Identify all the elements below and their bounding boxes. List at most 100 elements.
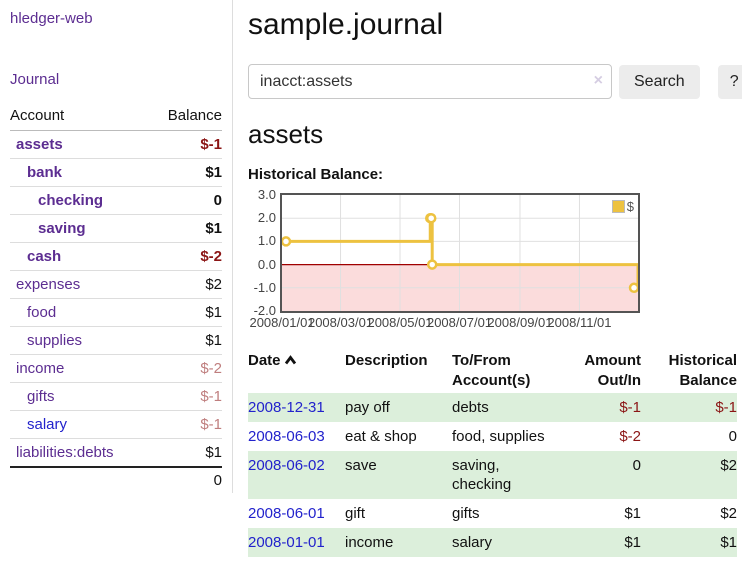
account-row: gifts $-1 <box>10 382 222 411</box>
accounts-total-row: 0 <box>10 466 222 493</box>
transaction-date-link[interactable]: 2008-01-01 <box>248 534 325 551</box>
register-header-balance: Historical Balance <box>668 352 737 389</box>
search-button[interactable]: Search <box>619 64 700 99</box>
main-content: sample.journal × Search ? assets Histori… <box>233 0 742 557</box>
account-link[interactable]: liabilities:debts <box>16 444 114 461</box>
account-link[interactable]: salary <box>27 416 68 433</box>
account-balance: $-1 <box>200 136 222 153</box>
chart-plot-area[interactable]: $ <box>280 193 640 313</box>
account-balance: $1 <box>205 444 222 461</box>
account-link[interactable]: income <box>16 360 65 377</box>
accounts-header-balance: Balance <box>149 102 222 131</box>
account-balance: $1 <box>205 332 222 349</box>
page-title: sample.journal <box>248 8 444 41</box>
account-balance: $1 <box>205 304 222 321</box>
transaction-balance: $-1 <box>715 399 737 416</box>
transaction-row[interactable]: 2008-12-31 pay off debts $-1 $-1 <box>248 393 737 422</box>
transaction-date-link[interactable]: 2008-06-03 <box>248 428 325 445</box>
transaction-accounts: gifts <box>452 505 480 522</box>
transaction-date-link[interactable]: 2008-06-02 <box>248 457 325 474</box>
transaction-row[interactable]: 2008-06-01 gift gifts $1 $2 <box>248 499 737 528</box>
x-tick-label: 2008/11/01 <box>547 315 612 330</box>
x-tick-label: 2008/09/01 <box>487 315 553 330</box>
account-row: bank $1 <box>10 158 222 187</box>
sidebar-item-journal[interactable]: Journal <box>10 71 60 88</box>
transaction-description: income <box>345 534 394 551</box>
x-tick-label: 2008/07/01 <box>426 315 493 330</box>
transaction-amount: $-2 <box>619 428 641 445</box>
account-link[interactable]: checking <box>38 192 104 209</box>
sort-ascending-icon <box>284 355 296 365</box>
register-header-date[interactable]: Date <box>248 349 345 393</box>
account-link[interactable]: expenses <box>16 276 81 293</box>
transaction-balance: 0 <box>728 428 737 445</box>
transaction-amount: $1 <box>624 505 641 522</box>
account-balance: $-2 <box>200 360 222 377</box>
sidebar: hledger-web Journal Account Balance asse… <box>0 0 233 493</box>
account-row: expenses $2 <box>10 270 222 299</box>
y-tick-label: -2.0 <box>253 303 276 318</box>
transaction-balance: $1 <box>720 534 737 551</box>
app-window: hledger-web Journal Account Balance asse… <box>0 0 742 557</box>
account-row: supplies $1 <box>10 326 222 355</box>
account-row: assets $-1 <box>10 131 222 159</box>
register-table: Date Description To/From Account(s) Amou… <box>248 349 737 557</box>
chart-title: Historical Balance: <box>248 166 384 183</box>
accounts-total-value: 0 <box>149 466 222 493</box>
transaction-date-link[interactable]: 2008-12-31 <box>248 399 325 416</box>
transaction-row[interactable]: 2008-06-03 eat & shop food, supplies $-2 0 <box>248 422 737 451</box>
account-link[interactable]: gifts <box>27 388 55 405</box>
transaction-accounts: salary <box>452 534 493 551</box>
chart-x-axis: 2008/01/01 2008/03/01 2008/05/01 2008/07/01… <box>249 315 640 335</box>
search-bar: × Search ? <box>248 64 742 99</box>
account-balance: $1 <box>205 220 222 237</box>
search-input[interactable] <box>248 64 612 99</box>
account-row: saving $1 <box>10 214 222 243</box>
transaction-amount: $1 <box>624 534 641 551</box>
register-header-amount: Amount Out/In <box>584 352 641 389</box>
account-balance: 0 <box>213 192 222 209</box>
transaction-description: pay off <box>345 399 390 416</box>
account-row: cash $-2 <box>10 242 222 271</box>
x-tick-label: 2008/03/01 <box>307 315 374 330</box>
account-link[interactable]: cash <box>27 248 62 265</box>
y-tick-label: -1.0 <box>253 279 276 295</box>
transaction-accounts: food, supplies <box>452 428 545 445</box>
transaction-balance: $2 <box>720 457 737 474</box>
x-tick-label: 2008/05/01 <box>367 315 433 330</box>
y-tick-label: 0.0 <box>257 256 276 272</box>
transaction-accounts: saving, checking <box>452 457 512 493</box>
account-link[interactable]: supplies <box>27 332 83 349</box>
account-balance: $-1 <box>200 416 222 433</box>
transaction-description: save <box>345 457 377 474</box>
chart-y-axis: 3.0 2.0 1.0 0.0 -1.0 -2.0 <box>248 188 280 318</box>
account-heading: assets <box>248 119 324 149</box>
register-header-accounts: To/From Account(s) <box>452 352 531 389</box>
transaction-description: eat & shop <box>345 428 417 445</box>
transaction-row[interactable]: 2008-06-02 save saving, checking 0 $2 <box>248 451 737 499</box>
transaction-balance: $2 <box>720 505 737 522</box>
historical-balance-chart: 3.0 2.0 1.0 0.0 -1.0 -2.0 $ 2008/01/01 2008/03… <box>248 188 742 335</box>
transaction-amount: $-1 <box>619 399 641 416</box>
y-tick-label: 1.0 <box>257 233 276 249</box>
account-row: food $1 <box>10 298 222 327</box>
account-row: checking 0 <box>10 186 222 215</box>
account-balance: $-2 <box>200 248 222 265</box>
account-link[interactable]: assets <box>16 136 63 153</box>
account-link[interactable]: bank <box>27 164 63 181</box>
transaction-date-link[interactable]: 2008-06-01 <box>248 505 325 522</box>
chart-canvas <box>282 195 638 311</box>
app-title-link[interactable]: hledger-web <box>10 10 93 27</box>
account-link[interactable]: food <box>27 304 57 321</box>
y-tick-label: 2.0 <box>257 210 276 226</box>
transaction-amount: 0 <box>632 457 641 474</box>
accounts-header-account: Account <box>10 102 150 131</box>
clear-search-icon[interactable]: × <box>593 72 603 89</box>
chart-legend: $ <box>610 198 635 215</box>
help-button[interactable]: ? <box>717 64 742 99</box>
account-link[interactable]: saving <box>38 220 86 237</box>
account-balance: $-1 <box>200 388 222 405</box>
account-row: income $-2 <box>10 354 222 383</box>
transaction-row[interactable]: 2008-01-01 income salary $1 $1 <box>248 528 737 557</box>
y-tick-label: 3.0 <box>257 187 276 202</box>
